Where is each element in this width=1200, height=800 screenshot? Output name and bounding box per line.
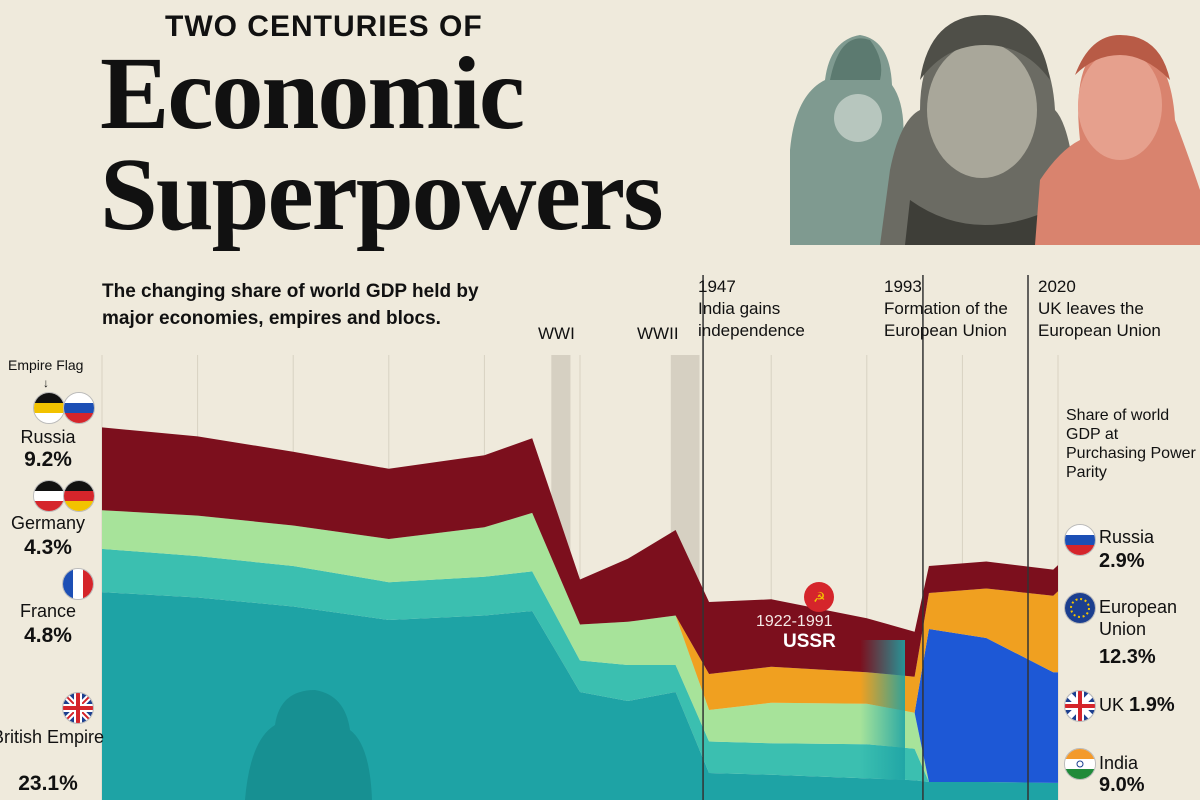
- main-title-line2: Superpowers: [100, 137, 664, 252]
- event-1947-text: India gains independence: [698, 299, 805, 340]
- area-russia: [102, 427, 1058, 677]
- event-1947-year: 1947: [698, 277, 736, 296]
- british-empire-name: British Empire: [0, 727, 105, 747]
- ussr-name: USSR: [783, 631, 836, 652]
- eu-flag-icon: [1064, 592, 1096, 624]
- event-1947: 1947 India gains independence: [698, 276, 848, 342]
- germany-name: Germany: [10, 513, 86, 533]
- mao-portrait: [1035, 35, 1200, 245]
- event-1993-text: Formation of the European Union: [884, 299, 1008, 340]
- ussr-years: 1922-1991: [756, 613, 833, 630]
- area-series: [102, 427, 1058, 800]
- russia-flag-icon: [63, 392, 95, 424]
- eu-right-value: 12.3%: [1099, 646, 1156, 668]
- france-flag-icon: [62, 568, 94, 600]
- area-germany: [102, 510, 1058, 783]
- franklin-portrait: [880, 15, 1080, 245]
- transition-gradient: [860, 640, 905, 800]
- uk-right-label: UK 1.9%: [1099, 694, 1175, 716]
- wwii-label: WWII: [637, 324, 679, 343]
- british-empire-value: 23.1%: [18, 772, 78, 795]
- france-name: France: [19, 601, 77, 621]
- event-1993: 1993 Formation of the European Union: [884, 276, 1024, 342]
- india-right-value: 9.0%: [1099, 774, 1145, 796]
- russia-value: 9.2%: [24, 448, 72, 471]
- arrow-down-icon: ↓: [43, 376, 49, 390]
- russia-right-name: Russia: [1099, 527, 1155, 547]
- russian-empire-flag-icon: [33, 392, 65, 424]
- wwi-label: WWI: [538, 324, 575, 343]
- area-france: [102, 548, 1058, 783]
- kicker-title: TWO CENTURIES OF: [165, 10, 483, 43]
- svg-text:☭: ☭: [813, 590, 826, 606]
- event-1993-year: 1993: [884, 277, 922, 296]
- area-british-empire: [102, 592, 1058, 800]
- russia-name: Russia: [20, 427, 76, 447]
- uk-right-value: 1.9%: [1129, 694, 1175, 716]
- event-2020: 2020 UK leaves the European Union: [1038, 276, 1178, 342]
- german-empire-flag-icon: [33, 480, 65, 512]
- main-title-line1: Economic: [100, 36, 525, 151]
- event-lines: [702, 275, 1029, 800]
- subtitle: The changing share of world GDP held by …: [102, 281, 479, 329]
- france-value: 4.8%: [24, 624, 72, 647]
- russia-right-value: 2.9%: [1099, 550, 1145, 572]
- germany-value: 4.3%: [24, 536, 72, 559]
- event-2020-text: UK leaves the European Union: [1038, 299, 1161, 340]
- queen-watermark: [245, 690, 372, 800]
- ussr-flag-icon: ☭: [804, 582, 834, 612]
- event-2020-year: 2020: [1038, 277, 1076, 296]
- uk-flag-icon: [1064, 690, 1096, 722]
- area-european-union: [102, 510, 1058, 783]
- ppp-note: Share of world GDP at Purchasing Power P…: [1066, 407, 1196, 481]
- russia-flag-right-icon: [1064, 524, 1096, 556]
- india-right-name: India: [1099, 753, 1139, 773]
- british-flag-icon: [62, 692, 94, 724]
- eu-right-name: European Union: [1099, 597, 1178, 639]
- uk-right-name: UK: [1099, 695, 1125, 715]
- banknote-portraits: [790, 15, 1200, 245]
- empire-flag-heading: Empire Flag: [8, 357, 84, 373]
- india-flag-icon: [1064, 748, 1096, 780]
- germany-flag-icon: [63, 480, 95, 512]
